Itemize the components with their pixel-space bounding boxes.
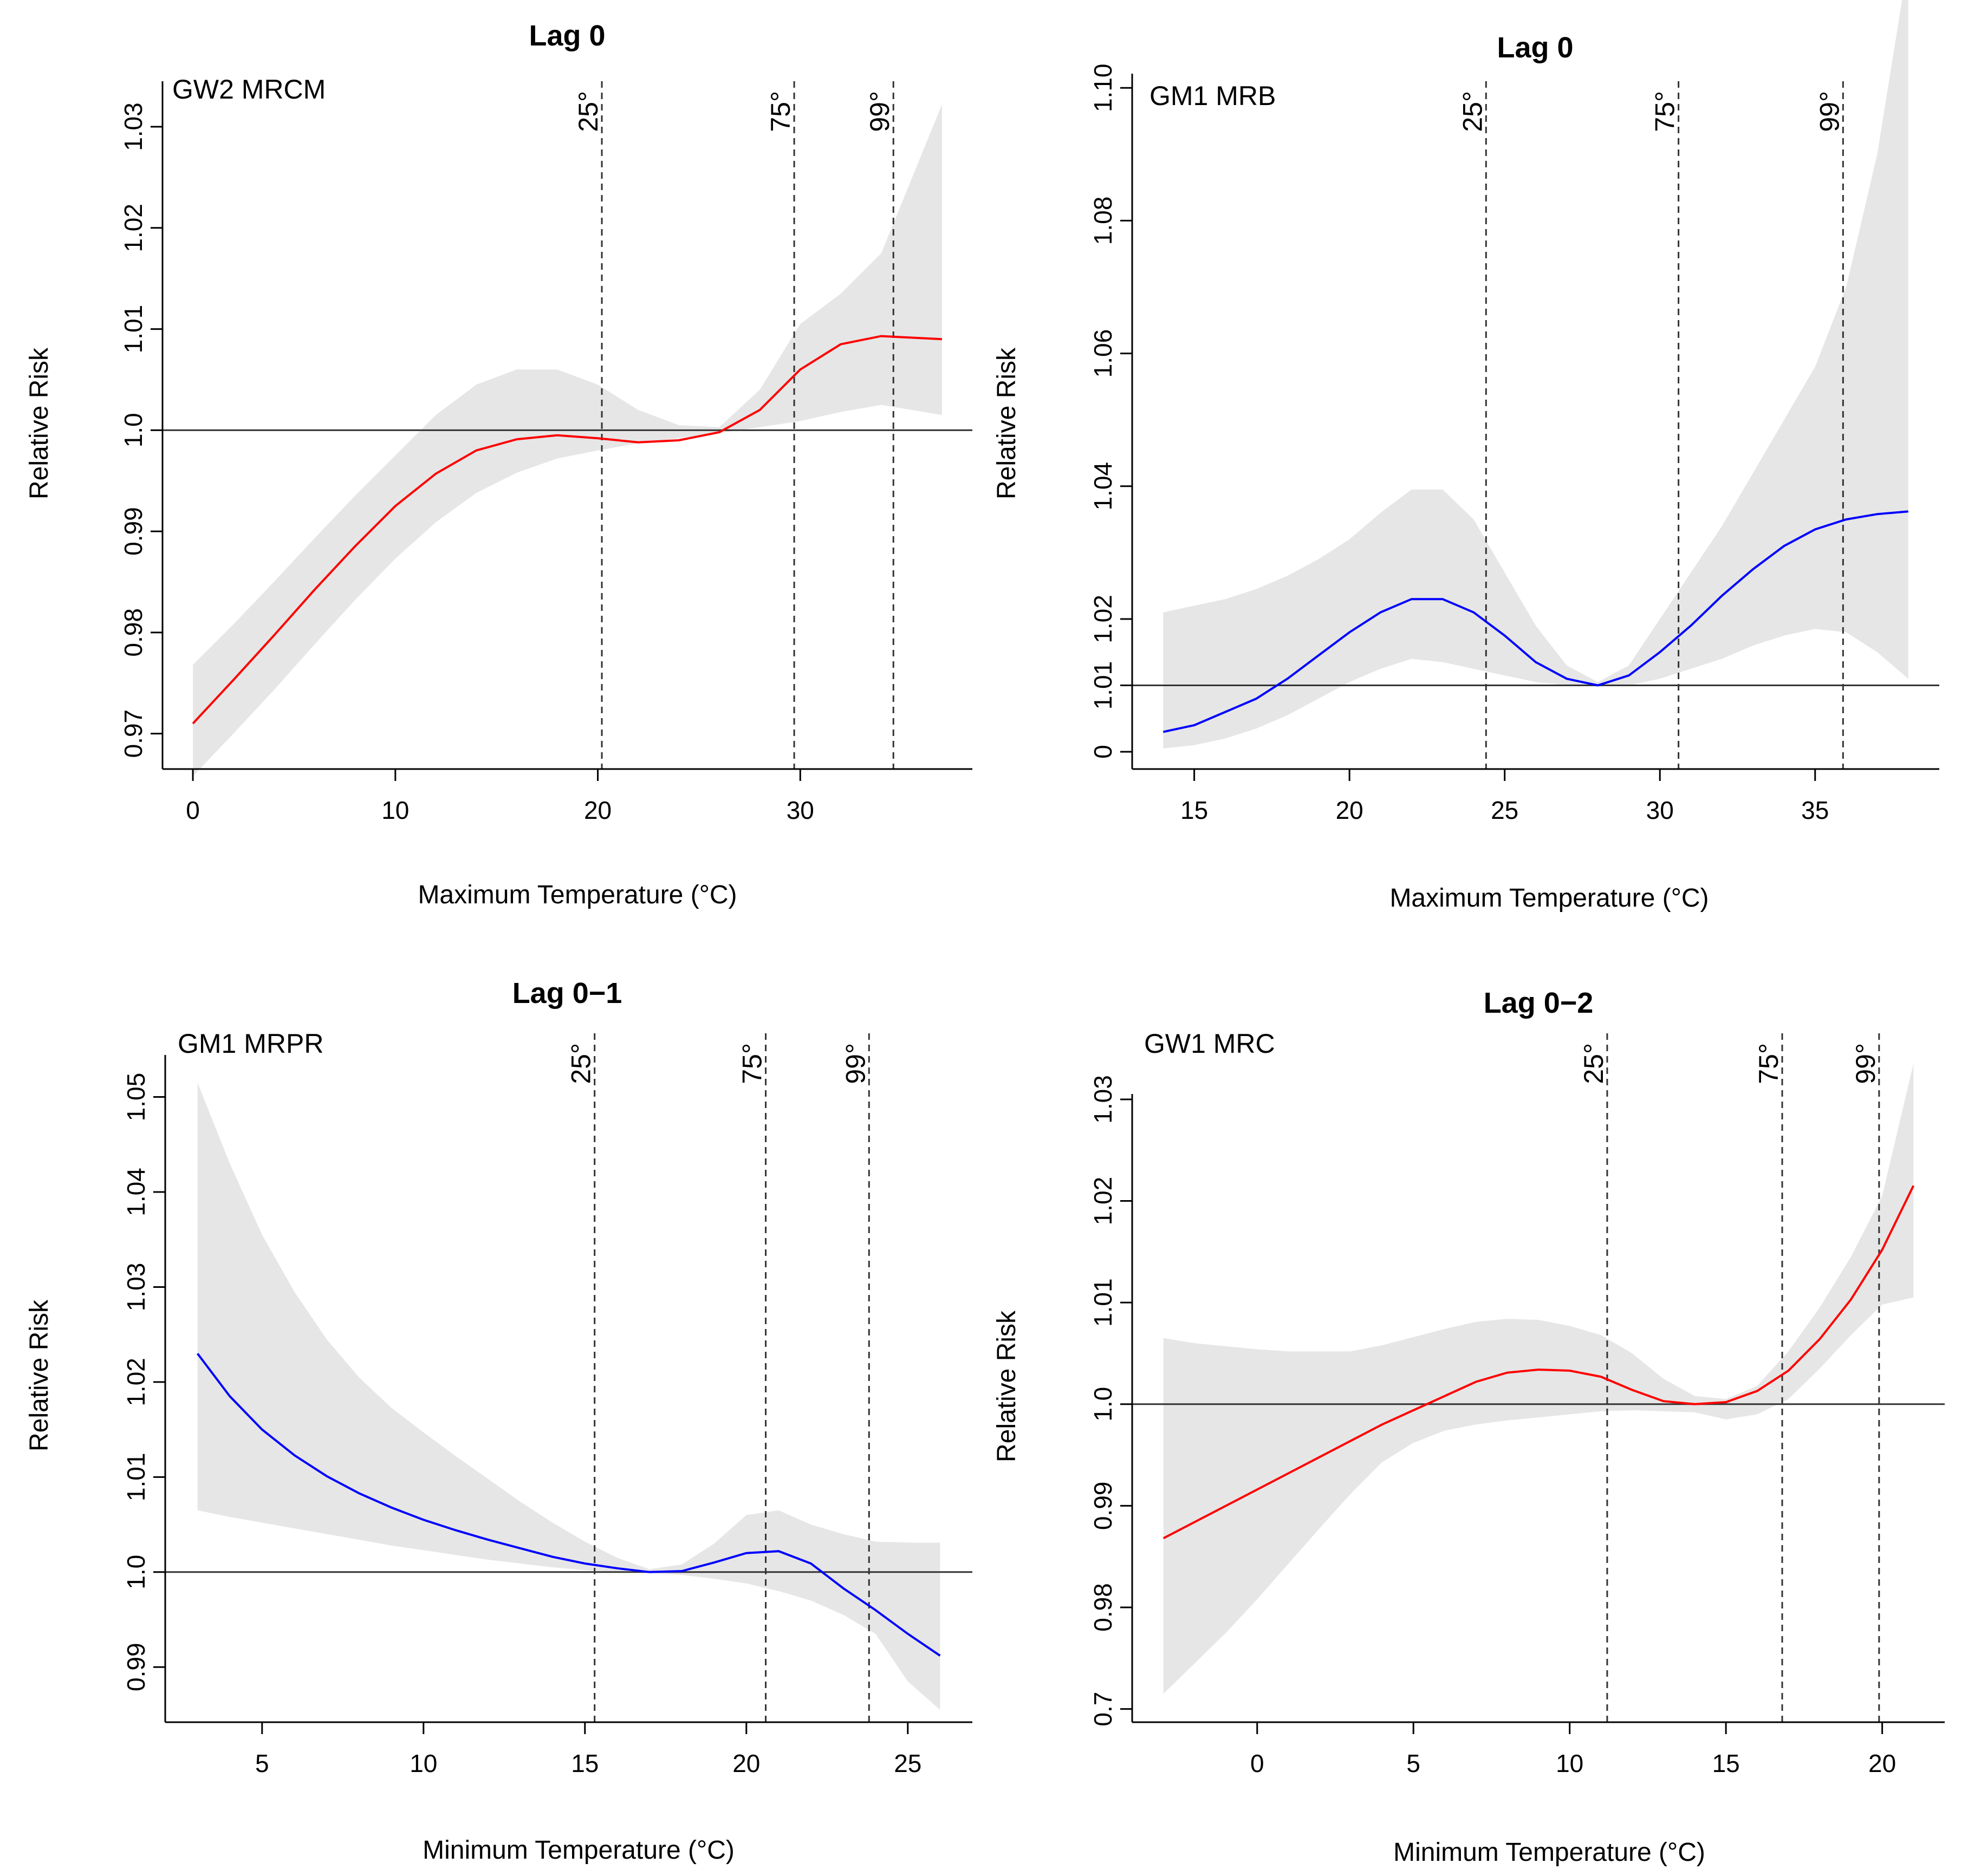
y-tick-label: 0.7 xyxy=(1089,1692,1117,1727)
y-axis-label: Relative Risk xyxy=(25,347,54,499)
confidence-band xyxy=(1163,1064,1914,1694)
percentile-label: 75° xyxy=(1753,1043,1784,1084)
y-tick-label: 0.98 xyxy=(1089,1583,1117,1632)
x-tick-label: 30 xyxy=(787,796,814,824)
y-tick-label: 0 xyxy=(1089,745,1117,759)
y-tick-label: 0.97 xyxy=(119,709,147,758)
percentile-label: 25° xyxy=(1579,1043,1609,1084)
x-tick-label: 5 xyxy=(1406,1749,1420,1777)
relative-risk-curve xyxy=(1162,1185,1915,1540)
y-tick-label: 1.0 xyxy=(122,1555,150,1590)
percentile-label: 25° xyxy=(573,91,603,132)
x-axis-label: Maximum Temperature (°C) xyxy=(1389,884,1709,913)
y-tick-label: 1.0 xyxy=(119,413,147,447)
x-tick-label: 20 xyxy=(1336,796,1363,824)
percentile-label: 75° xyxy=(737,1043,768,1084)
panel-title: Lag 0−2 xyxy=(1484,987,1594,1019)
y-tick-label: 1.0 xyxy=(1089,1387,1117,1422)
x-tick-label: 20 xyxy=(584,796,612,824)
y-tick-label: 0.99 xyxy=(122,1643,150,1691)
x-axis-label: Minimum Temperature (°C) xyxy=(1393,1838,1705,1867)
panel-1: Lag 0 Relative Risk Maximum Temperature … xyxy=(25,19,972,909)
y-tick-label: 1.03 xyxy=(122,1263,150,1312)
x-tick-label: 0 xyxy=(186,796,200,824)
y-tick-label: 1.01 xyxy=(1089,1278,1117,1327)
percentile-label: 99° xyxy=(1814,91,1844,132)
percentile-label: 75° xyxy=(1650,91,1680,132)
confidence-band xyxy=(193,105,942,777)
x-tick-label: 10 xyxy=(410,1749,437,1777)
relative-risk-curve xyxy=(192,335,943,725)
panel-title: Lag 0 xyxy=(529,19,605,52)
x-tick-label: 15 xyxy=(1712,1749,1740,1777)
x-tick-label: 20 xyxy=(1868,1749,1896,1777)
y-tick-label: 1.04 xyxy=(1089,462,1117,511)
y-tick-label: 1.02 xyxy=(1089,1177,1117,1226)
x-tick-label: 30 xyxy=(1646,796,1674,824)
y-axis-label: Relative Risk xyxy=(992,347,1021,499)
y-axis-label: Relative Risk xyxy=(25,1299,54,1451)
percentile-label: 75° xyxy=(765,91,796,132)
percentile-label: 25° xyxy=(566,1043,596,1084)
y-tick-label: 1.03 xyxy=(119,102,147,151)
x-tick-label: 25 xyxy=(1491,796,1518,824)
confidence-band xyxy=(197,1083,940,1710)
panel-title: Lag 0−1 xyxy=(512,977,622,1009)
x-axis-label: Maximum Temperature (°C) xyxy=(418,881,737,909)
panel-title: Lag 0 xyxy=(1497,31,1573,64)
y-tick-label: 1.03 xyxy=(1089,1075,1117,1124)
percentile-label: 99° xyxy=(865,91,895,132)
y-tick-label: 1.05 xyxy=(122,1073,150,1122)
percentile-label: 99° xyxy=(1850,1043,1881,1084)
panel-4: Lag 0−2 Relative Risk Minimum Temperatur… xyxy=(992,987,1945,1867)
x-tick-label: 5 xyxy=(255,1749,269,1777)
x-tick-label: 10 xyxy=(1556,1749,1583,1777)
y-tick-label: 0.98 xyxy=(119,608,147,657)
panel-2: Lag 0 Relative Risk Maximum Temperature … xyxy=(992,0,1939,913)
y-tick-label: 1.01 xyxy=(122,1453,150,1502)
series-group-label: GM1 MRB xyxy=(1149,81,1276,111)
x-tick-label: 35 xyxy=(1801,796,1829,824)
y-tick-label: 1.01 xyxy=(119,305,147,354)
y-tick-label: 1.02 xyxy=(119,204,147,252)
percentile-label: 25° xyxy=(1457,91,1488,132)
relative-risk-curve xyxy=(197,1353,941,1657)
x-tick-label: 15 xyxy=(1180,796,1208,824)
y-tick-label: 1.04 xyxy=(122,1168,150,1216)
y-tick-label: 0.99 xyxy=(119,507,147,556)
x-tick-label: 0 xyxy=(1250,1749,1264,1777)
percentile-label: 99° xyxy=(840,1043,871,1084)
y-tick-label: 1.02 xyxy=(1089,595,1117,643)
series-group-label: GM1 MRPR xyxy=(178,1028,323,1059)
relative-risk-curve xyxy=(1162,510,1908,733)
series-group-label: GW1 MRC xyxy=(1144,1028,1275,1059)
series-group-label: GW2 MRCM xyxy=(172,74,326,105)
y-tick-label: 0.99 xyxy=(1089,1482,1117,1530)
confidence-band xyxy=(1163,0,1908,748)
x-tick-label: 10 xyxy=(381,796,409,824)
x-axis-label: Minimum Temperature (°C) xyxy=(423,1836,735,1865)
x-tick-label: 15 xyxy=(571,1749,599,1777)
y-axis-label: Relative Risk xyxy=(992,1310,1021,1462)
x-tick-label: 25 xyxy=(894,1749,921,1777)
y-tick-label: 1.06 xyxy=(1089,329,1117,378)
y-tick-label: 1.10 xyxy=(1089,63,1117,112)
y-tick-label: 1.01 xyxy=(1089,661,1117,710)
y-tick-label: 1.02 xyxy=(122,1358,150,1406)
x-tick-label: 20 xyxy=(732,1749,760,1777)
y-tick-label: 1.08 xyxy=(1089,197,1117,245)
panel-3: Lag 0−1 Relative Risk Minimum Temperatur… xyxy=(25,977,972,1865)
